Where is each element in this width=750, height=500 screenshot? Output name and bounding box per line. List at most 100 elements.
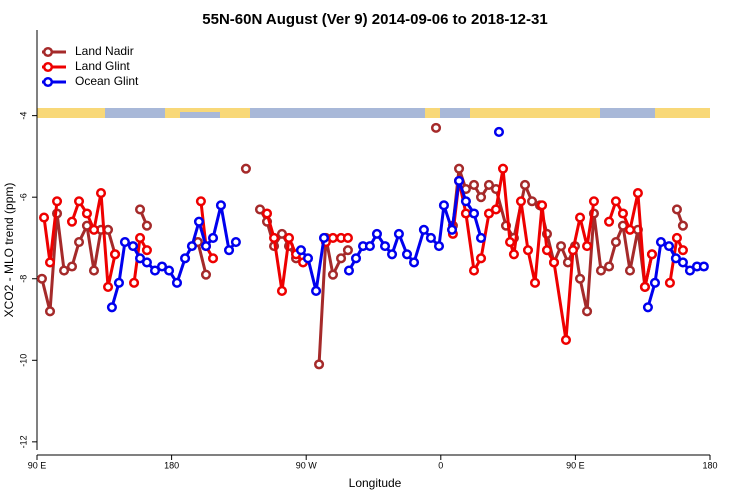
point [134,253,146,264]
point [393,228,404,239]
point [156,261,168,272]
point [453,163,465,174]
point [624,265,636,276]
legend-label: Ocean Glint [75,74,139,88]
point [141,220,152,231]
chart-title: 55N-60N August (Ver 9) 2014-09-06 to 201… [202,11,547,28]
x-tick-label: 180 [702,460,717,470]
point [314,359,325,370]
point [200,269,212,280]
point [475,253,487,264]
point [671,232,682,244]
point [350,253,362,264]
point [522,245,534,256]
point [588,196,599,207]
point [215,200,227,211]
point [318,232,330,244]
point [268,232,280,244]
x-tick-label: 180 [164,460,179,470]
point [508,249,519,260]
point [95,188,107,199]
point [460,208,471,219]
point [386,249,398,260]
point [574,273,586,284]
legend-label: Land Glint [75,59,130,73]
point [401,249,413,260]
point [134,232,146,244]
point [379,241,391,252]
point [604,216,615,227]
point [311,285,322,297]
point [677,245,688,256]
series-line [110,179,704,308]
point [195,196,206,207]
point [113,277,125,288]
point [604,261,615,272]
point [36,273,47,284]
point [610,236,621,248]
point [44,257,56,268]
point [671,204,682,215]
point [468,179,480,191]
point [649,277,661,288]
point [230,236,241,248]
point [663,241,675,252]
point [430,122,442,133]
point [73,236,85,248]
point [483,208,495,219]
point [302,253,314,264]
map-strip [37,108,710,118]
point [504,236,516,248]
point [207,232,219,244]
point [560,334,572,345]
x-axis-label: Longitude [349,476,402,490]
point [574,212,586,223]
point [624,224,636,235]
point [276,285,288,297]
point [342,245,353,256]
point [670,253,681,264]
point [526,196,538,207]
point [276,228,288,239]
point [88,265,100,276]
point [59,265,70,276]
point [567,245,579,256]
point [541,245,553,256]
legend-marker [42,46,54,58]
point [483,179,495,191]
point [240,163,251,174]
point [193,216,205,227]
point [475,192,487,203]
x-tick-label: 0 [438,460,443,470]
point [149,265,161,276]
x-tick-label: 90 E [566,460,585,470]
point [698,261,709,272]
point [51,196,63,207]
y-tick-label: -4 [18,112,28,120]
point [129,277,140,288]
point [106,302,117,313]
point [73,196,85,207]
point [119,236,130,248]
point [468,265,480,276]
point [408,257,420,268]
x-tick-label: 90 W [296,460,318,470]
legend-marker [42,76,54,88]
point [207,253,219,264]
point [335,253,347,264]
point [371,228,382,239]
point [186,241,197,252]
point [519,179,531,191]
point [548,257,560,268]
point [171,277,183,288]
point [88,224,100,235]
point [141,257,152,268]
point [446,224,458,235]
point [418,224,429,235]
point [468,208,480,219]
point [141,245,152,256]
y-tick-label: -12 [18,435,28,448]
point [595,265,607,276]
point [102,281,114,292]
point [223,245,235,256]
